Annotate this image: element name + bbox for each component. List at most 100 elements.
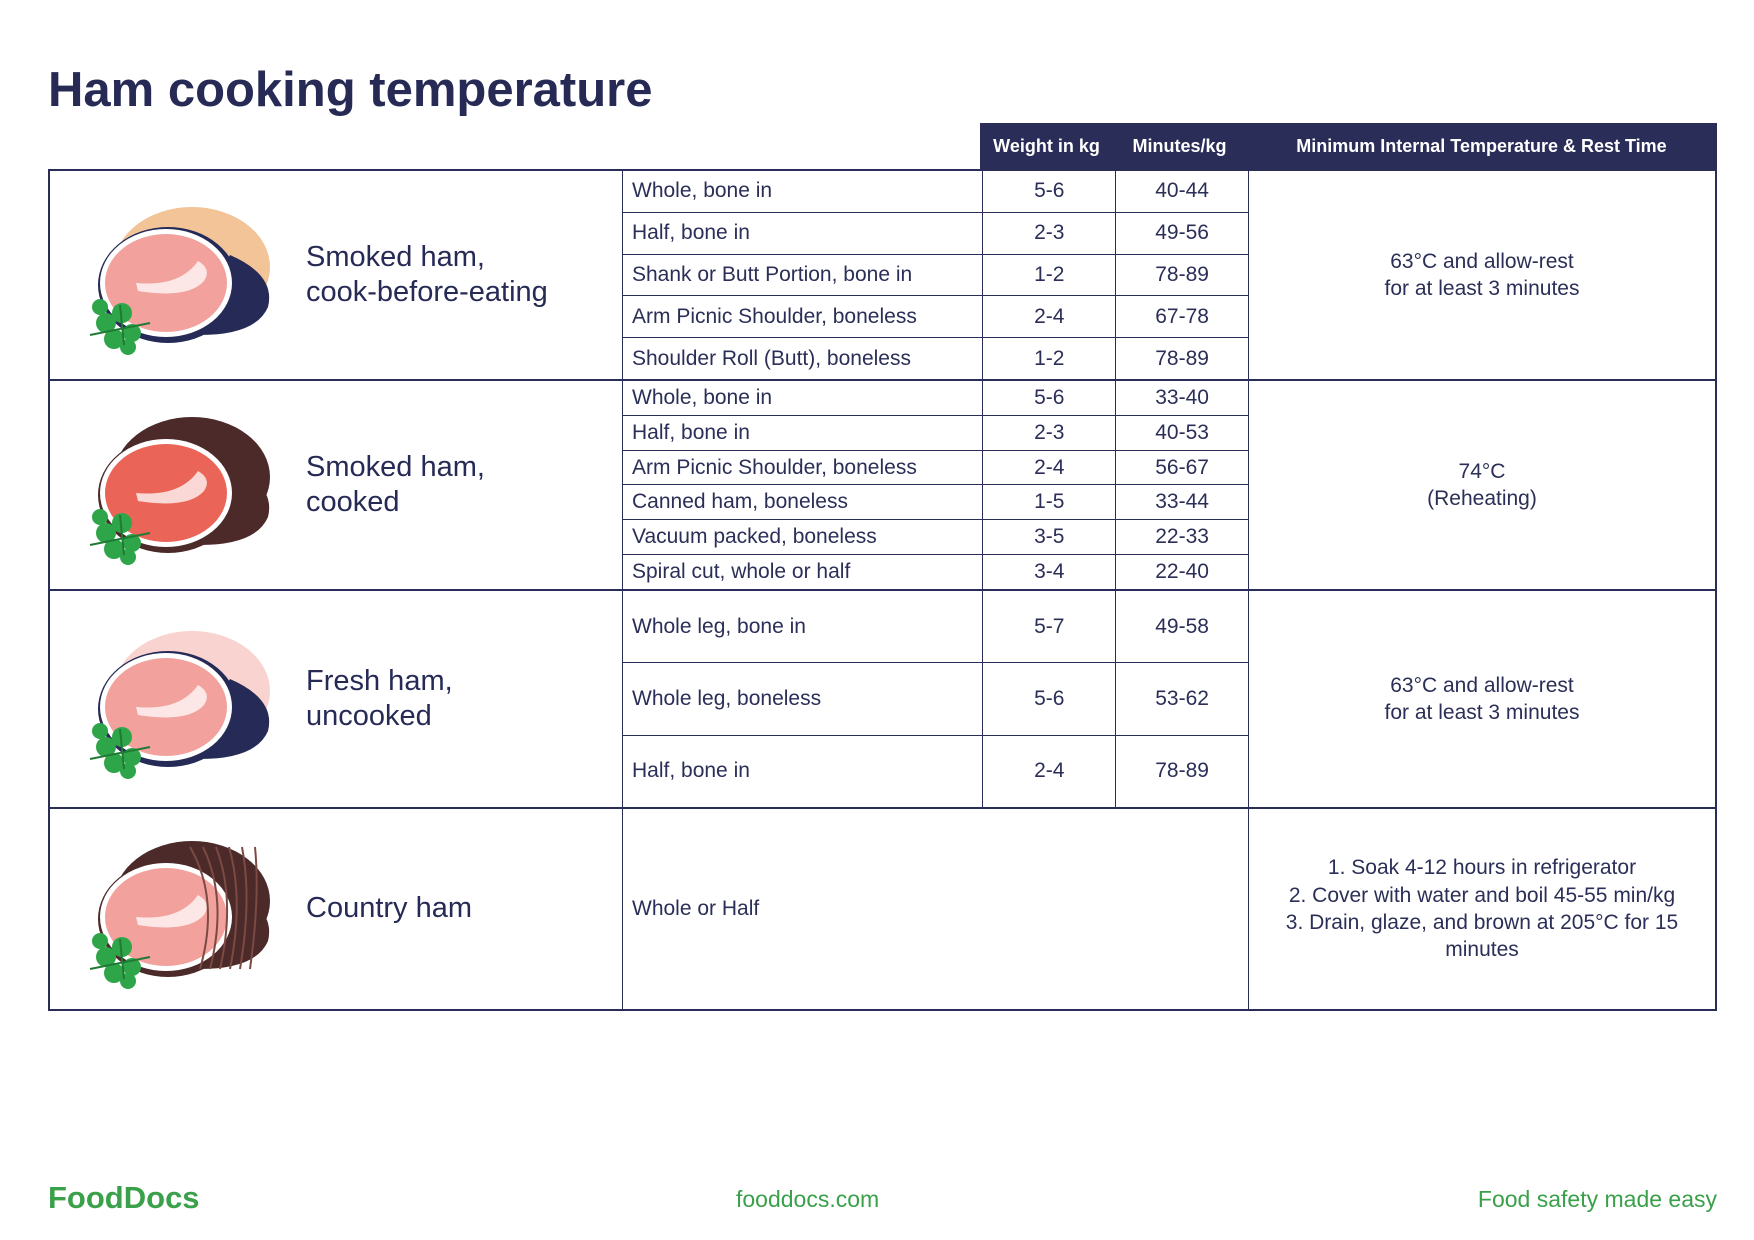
cut-cell: Whole, bone in bbox=[632, 179, 773, 203]
temperature-text: 1. Soak 4-12 hours in refrigerator 2. Cov… bbox=[1286, 854, 1678, 963]
ham-group-label: Smoked ham, cook-before-eating bbox=[50, 171, 622, 379]
cut-cell: Spiral cut, whole or half bbox=[632, 560, 851, 584]
weight-cell: 5-6 bbox=[982, 381, 1115, 415]
ham-type-name-line: Fresh ham, bbox=[306, 664, 453, 697]
weight-cell: 1-5 bbox=[982, 485, 1115, 520]
ham-type-name-line: Smoked ham, bbox=[306, 450, 485, 483]
temperature-cell: 63°C and allow-rest for at least 3 minute… bbox=[1248, 171, 1715, 379]
cut-cell: Arm Picnic Shoulder, boneless bbox=[632, 304, 917, 328]
cut-cell: Shank or Butt Portion, bone in bbox=[632, 262, 913, 286]
temperature-cell: 1. Soak 4-12 hours in refrigerator 2. Cov… bbox=[1248, 809, 1715, 1009]
ham-group: Smoked ham, cooked Whole, bone in 5-6 33-40 H… bbox=[50, 379, 1715, 589]
table-row: Whole or Half bbox=[623, 809, 1248, 1009]
header-minutes: Minutes/kg bbox=[1132, 136, 1227, 156]
temperature-line: 63°C and allow-rest bbox=[1390, 249, 1574, 273]
weight-cell: 2-4 bbox=[982, 450, 1115, 485]
table-row: Half, bone in 2-4 78-89 bbox=[623, 734, 1248, 807]
temperature-line: for at least 3 minutes bbox=[1384, 277, 1580, 300]
weight-cell: 5-6 bbox=[982, 663, 1115, 735]
table-row: Whole, bone in 5-6 40-44 bbox=[623, 171, 1248, 212]
temperature-text: 74°C (Reheating) bbox=[1427, 458, 1537, 513]
weight-cell: 2-4 bbox=[982, 735, 1115, 807]
temperature-line: minutes bbox=[1445, 938, 1519, 962]
weight-cell: 2-4 bbox=[982, 296, 1115, 338]
minutes-cell: 78-89 bbox=[1115, 254, 1248, 296]
temperature-line: 3. Drain, glaze, and brown at 205°C for … bbox=[1285, 911, 1679, 934]
cut-cell: Whole leg, boneless bbox=[632, 686, 822, 710]
table-row: Canned ham, boneless 1-5 33-44 bbox=[623, 484, 1248, 520]
footer-url[interactable]: fooddocs.com bbox=[736, 1186, 880, 1212]
minutes-cell: 22-33 bbox=[1115, 520, 1248, 555]
temperature-line: 63°C and allow-rest bbox=[1390, 673, 1574, 697]
temperature-text: 63°C and allow-rest for at least 3 minute… bbox=[1385, 248, 1580, 303]
minutes-cell: 22-40 bbox=[1115, 555, 1248, 589]
table-row: Arm Picnic Shoulder, boneless 2-4 67-78 bbox=[623, 295, 1248, 338]
footer-tagline: Food safety made easy bbox=[1477, 1186, 1717, 1212]
minutes-cell: 33-44 bbox=[1115, 485, 1248, 520]
minutes-cell: 53-62 bbox=[1115, 663, 1248, 735]
ham-type-name: Country ham bbox=[306, 891, 472, 926]
smoked-ham-icon bbox=[89, 207, 270, 355]
cut-cell: Whole, bone in bbox=[632, 385, 773, 409]
table-row: Whole leg, boneless 5-6 53-62 bbox=[623, 662, 1248, 735]
weight-cell: 5-6 bbox=[982, 171, 1115, 212]
cut-rows: Whole, bone in 5-6 33-40 Half, bone in 2-3 40… bbox=[622, 381, 1248, 589]
table-row: Arm Picnic Shoulder, boneless 2-4 56-67 bbox=[623, 449, 1248, 485]
table-row: Whole, bone in 5-6 33-40 bbox=[623, 381, 1248, 415]
temperature-cell: 63°C and allow-rest for at least 3 minute… bbox=[1248, 591, 1715, 807]
ham-type-name-line: cook-before-eating bbox=[306, 276, 548, 308]
ham-group: Smoked ham, cook-before-eating Whole, bone… bbox=[50, 171, 1715, 379]
minutes-cell: 33-40 bbox=[1115, 381, 1248, 415]
table-row: Spiral cut, whole or half 3-4 22-40 bbox=[623, 554, 1248, 589]
table-row: Vacuum packed, boneless 3-5 22-33 bbox=[623, 519, 1248, 555]
ham-group-label: Country ham bbox=[50, 809, 622, 1009]
table-row: Shoulder Roll (Butt), boneless 1-2 78-89 bbox=[623, 337, 1248, 379]
ham-type-name: Smoked ham, cooked bbox=[306, 450, 485, 521]
temperature-line: (Reheating) bbox=[1427, 487, 1537, 510]
ham-type-name: Smoked ham, cook-before-eating bbox=[306, 240, 548, 311]
minutes-cell: 67-78 bbox=[1115, 296, 1248, 338]
cut-cell: Vacuum packed, boneless bbox=[632, 525, 877, 549]
table-header: Weight in kg Minutes/kg Minimum Internal… bbox=[980, 123, 1717, 170]
cut-cell: Shoulder Roll (Butt), boneless bbox=[632, 346, 911, 370]
cut-cell: Whole leg, bone in bbox=[632, 614, 806, 638]
cut-cell: Arm Picnic Shoulder, boneless bbox=[632, 455, 917, 479]
minutes-cell: 78-89 bbox=[1115, 735, 1248, 807]
temperature-cell: 74°C (Reheating) bbox=[1248, 381, 1715, 589]
cut-cell: Half, bone in bbox=[632, 420, 750, 444]
ham-table: Smoked ham, cook-before-eating Whole, bone… bbox=[48, 169, 1717, 1011]
temperature-line: 74°C bbox=[1458, 459, 1506, 483]
weight-cell: 2-3 bbox=[982, 212, 1115, 254]
ham-type-name-line: Smoked ham, bbox=[306, 240, 485, 273]
cut-rows: Whole or Half bbox=[622, 809, 1248, 1009]
temperature-line: 1. Soak 4-12 hours in refrigerator bbox=[1327, 856, 1637, 880]
cut-cell: Canned ham, boneless bbox=[632, 490, 848, 514]
minutes-cell: 40-53 bbox=[1115, 415, 1248, 450]
ham-type-name-line: Country ham bbox=[306, 892, 473, 925]
table-row: Shank or Butt Portion, bone in 1-2 78-89 bbox=[623, 253, 1248, 296]
minutes-cell: 40-44 bbox=[1115, 171, 1248, 212]
temperature-text: 63°C and allow-rest for at least 3 minute… bbox=[1385, 672, 1580, 727]
cut-rows: Whole, bone in 5-6 40-44 Half, bone in 2-3 49… bbox=[622, 171, 1248, 379]
cut-cell: Half, bone in bbox=[632, 759, 750, 783]
minutes-cell: 49-58 bbox=[1115, 591, 1248, 663]
ham-group: Fresh ham, uncooked Whole leg, bone in 5-7 4… bbox=[50, 589, 1715, 807]
header-temperature: Minimum Internal Temperature & Rest Time bbox=[1296, 136, 1667, 156]
fooddocs-logo: FoodDocs bbox=[48, 1180, 200, 1215]
country-ham-icon bbox=[89, 841, 270, 989]
minutes-cell: 78-89 bbox=[1115, 338, 1248, 379]
header-weight: Weight in kg bbox=[993, 136, 1100, 156]
ham-group-label: Fresh ham, uncooked bbox=[50, 591, 622, 807]
ham-group: Country ham Whole or Half 1. Soak 4-12 hou… bbox=[50, 807, 1715, 1009]
table-row: Whole leg, bone in 5-7 49-58 bbox=[623, 591, 1248, 663]
cut-rows: Whole leg, bone in 5-7 49-58 Whole leg, bon… bbox=[622, 591, 1248, 807]
minutes-cell: 49-56 bbox=[1115, 212, 1248, 254]
temperature-line: 2. Cover with water and boil 45-55 min/k… bbox=[1288, 883, 1676, 907]
ham-type-name-line: uncooked bbox=[306, 700, 432, 732]
weight-cell: 2-3 bbox=[982, 415, 1115, 450]
cut-cell: Half, bone in bbox=[632, 221, 750, 245]
ham-group-label: Smoked ham, cooked bbox=[50, 381, 622, 589]
table-row: Half, bone in 2-3 40-53 bbox=[623, 414, 1248, 450]
weight-cell: 3-5 bbox=[982, 520, 1115, 555]
ham-type-name-line: cooked bbox=[306, 486, 400, 518]
